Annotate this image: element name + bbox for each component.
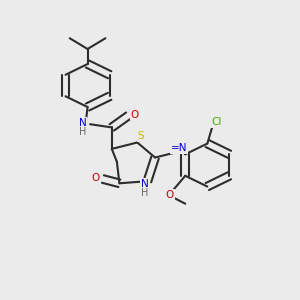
Text: O: O — [166, 190, 174, 200]
Text: =N: =N — [171, 143, 188, 153]
Text: H: H — [79, 127, 86, 137]
Text: H: H — [141, 188, 148, 198]
Text: N: N — [79, 118, 86, 128]
Text: O: O — [91, 173, 99, 183]
Text: N: N — [141, 179, 149, 189]
Text: S: S — [138, 131, 144, 142]
Text: Cl: Cl — [211, 117, 221, 127]
Text: O: O — [130, 110, 139, 119]
